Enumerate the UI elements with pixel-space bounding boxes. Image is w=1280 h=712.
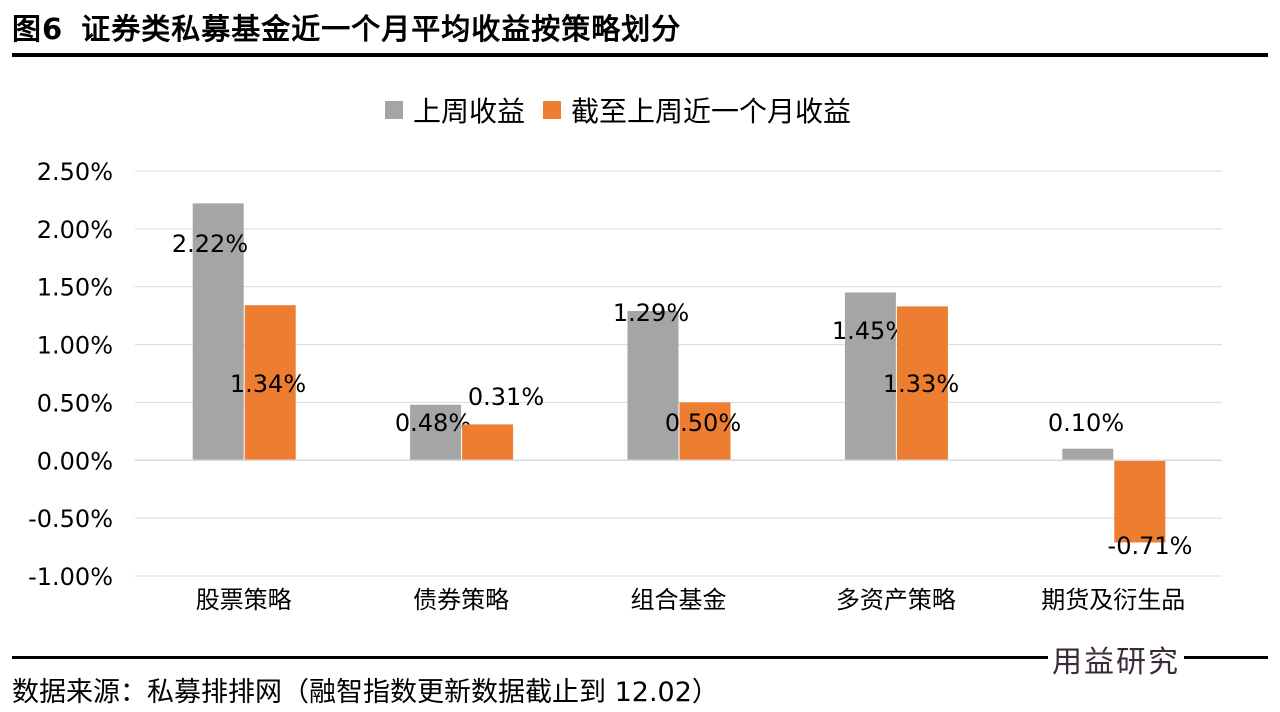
data-label: 0.48% [395,409,471,437]
bar-month [244,305,296,461]
data-label: 0.10% [1048,409,1124,437]
data-label: 0.50% [665,409,741,437]
bottom-rule [12,656,1268,659]
x-tick-label: 期货及衍生品 [1041,586,1185,614]
data-label: 2.22% [172,230,248,258]
y-tick-label: 1.00% [37,332,113,360]
y-tick-label: 0.50% [37,389,113,417]
bar-week [410,404,462,461]
bar-week [1062,448,1114,461]
watermark-logo: 用益研究 [1048,637,1184,681]
top-rule [12,53,1268,57]
x-tick-label: 股票策略 [196,586,292,614]
legend: 上周收益 截至上周近一个月收益 [385,90,869,130]
x-tick-label: 多资产策略 [836,586,956,614]
data-label: 1.34% [230,370,306,398]
legend-item-month: 截至上周近一个月收益 [543,90,851,130]
y-tick-label: 2.00% [37,216,113,244]
bar-month [1114,460,1166,543]
figure-title: 图6 证券类私募基金近一个月平均收益按策略划分 [12,6,681,48]
data-label: 0.31% [468,383,544,411]
data-label: -0.71% [1108,532,1193,560]
bar-week [627,311,679,461]
bar-month [462,424,514,461]
bar-week [192,203,244,461]
legend-swatch-orange [543,101,562,119]
legend-label: 截至上周近一个月收益 [571,95,852,128]
bar-month [896,306,948,461]
legend-label: 上周收益 [413,95,526,128]
data-label: 1.33% [883,370,959,398]
figure-title-text: 证券类私募基金近一个月平均收益按策略划分 [81,12,682,46]
y-tick-label: 0.00% [37,447,113,475]
y-tick-label: -1.00% [28,563,113,591]
x-tick-label: 债券策略 [413,586,509,614]
source-note: 数据来源：私募排排网（融智指数更新数据截止到 12.02） [12,677,719,708]
y-tick-label: 2.50% [37,158,113,186]
y-tick-label: -0.50% [28,505,113,533]
y-tick-label: 1.50% [37,274,113,302]
data-label: 1.29% [613,299,689,327]
legend-swatch-gray [385,101,403,119]
bar-month [679,402,731,461]
legend-item-last-week: 上周收益 [385,90,525,130]
x-tick-label: 组合基金 [631,586,727,614]
bar-week [844,292,896,461]
data-label: 1.45% [832,317,908,345]
figure-number: 图6 [12,12,64,46]
